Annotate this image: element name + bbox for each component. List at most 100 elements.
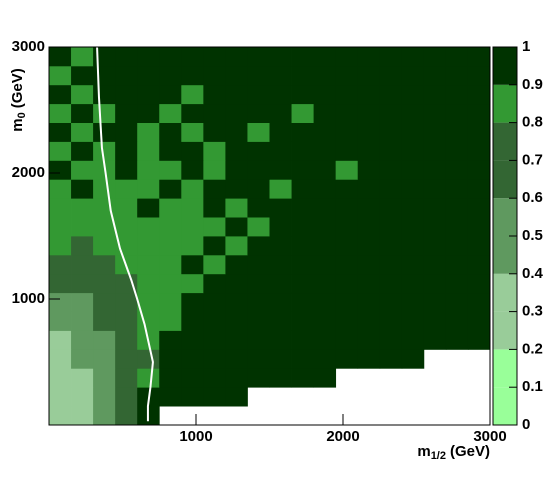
heatmap-cell xyxy=(115,65,138,86)
heatmap-cell xyxy=(313,368,337,388)
heatmap-cell xyxy=(71,179,94,199)
heatmap-cell xyxy=(93,292,116,312)
heatmap-cell xyxy=(137,47,160,67)
heatmap-cell xyxy=(379,198,403,218)
heatmap-cell xyxy=(93,47,116,67)
heatmap-cell xyxy=(181,141,204,161)
heatmap-cell xyxy=(467,273,491,294)
heatmap-cell xyxy=(291,65,314,86)
heatmap-cell xyxy=(357,330,381,350)
heatmap-cell xyxy=(423,236,447,256)
heatmap-cell xyxy=(423,47,447,67)
heatmap-cell xyxy=(181,368,204,388)
heatmap-cell xyxy=(423,179,447,199)
heatmap-cell xyxy=(445,217,469,237)
heatmap-cell xyxy=(203,217,226,237)
heatmap-cell xyxy=(313,330,337,350)
heatmap-cell xyxy=(181,236,204,256)
heatmap-cell xyxy=(313,47,337,67)
heatmap-cell xyxy=(291,84,314,105)
heatmap-cell xyxy=(247,84,270,105)
heatmap-cell xyxy=(93,368,116,388)
heatmap-cell xyxy=(203,387,226,407)
heatmap-cell xyxy=(313,254,337,275)
heatmap-cell xyxy=(445,47,469,67)
heatmap-cell xyxy=(71,65,94,86)
heatmap-cell xyxy=(49,406,72,426)
heatmap-cell xyxy=(115,292,138,312)
heatmap-cell xyxy=(379,141,403,161)
heatmap-cell xyxy=(137,273,160,294)
heatmap-cell xyxy=(159,160,182,180)
heatmap-cell xyxy=(269,84,292,105)
heatmap-cell xyxy=(93,141,116,161)
heatmap-cell xyxy=(159,122,182,142)
heatmap-cell xyxy=(181,179,204,199)
heatmap-cell xyxy=(291,368,314,388)
heatmap-cell xyxy=(313,65,337,86)
heatmap-cell xyxy=(93,103,116,123)
heatmap-cell xyxy=(357,122,381,142)
heatmap-cell xyxy=(159,47,182,67)
heatmap-cell xyxy=(247,311,270,331)
x-label-sub: 1/2 xyxy=(431,450,446,462)
heatmap-cell xyxy=(401,103,425,123)
heatmap-cell xyxy=(379,103,403,123)
heatmap-cell xyxy=(445,311,469,331)
heatmap-cell xyxy=(445,122,469,142)
heatmap-cell xyxy=(445,103,469,123)
heatmap-cell xyxy=(291,179,314,199)
heatmap-cell xyxy=(357,65,381,86)
heatmap-cell xyxy=(445,141,469,161)
heatmap-cell xyxy=(445,65,469,86)
heatmap-cell xyxy=(93,254,116,275)
heatmap-cell xyxy=(313,217,337,237)
colorbar-tick-label: 0.4 xyxy=(522,265,544,282)
heatmap-cell xyxy=(225,103,248,123)
heatmap-cell xyxy=(401,160,425,180)
heatmap-cell xyxy=(269,160,292,180)
overlay: 1000 2000 3000 1000 2000 3000 0 0.1 0.2 0.3 0.4 0.5… xyxy=(12,38,544,445)
heatmap-cell xyxy=(115,160,138,180)
heatmap-cell xyxy=(225,47,248,67)
heatmap-cell xyxy=(203,198,226,218)
x-tick-label: 2000 xyxy=(326,428,359,445)
heatmap-cell xyxy=(401,217,425,237)
heatmap-cell xyxy=(115,47,138,67)
heatmap-cell xyxy=(115,349,138,369)
heatmap-cell xyxy=(313,198,337,218)
heatmap-cell xyxy=(401,330,425,350)
heatmap-cell xyxy=(467,84,491,105)
heatmap-cell xyxy=(225,198,248,218)
heatmap-cell xyxy=(467,47,491,67)
heatmap-cell xyxy=(247,368,270,388)
heatmap-cell xyxy=(247,103,270,123)
heatmap-cell xyxy=(423,330,447,350)
heatmap-cell xyxy=(159,65,182,86)
heatmap-cell xyxy=(269,179,292,199)
heatmap-cell xyxy=(115,179,138,199)
heatmap-cell xyxy=(379,84,403,105)
heatmap-cell xyxy=(291,217,314,237)
colorbar-tick-label: 0.6 xyxy=(522,189,543,206)
heatmap-cell xyxy=(247,254,270,275)
heatmap-cell xyxy=(335,273,359,294)
heatmap-cell xyxy=(137,311,160,331)
heatmap-cell xyxy=(379,311,403,331)
heatmap-cell xyxy=(93,217,116,237)
heatmap-cell xyxy=(423,292,447,312)
heatmap-cell xyxy=(401,349,425,369)
heatmap-cell xyxy=(401,198,425,218)
colorbar-segment xyxy=(493,236,517,274)
heatmap-cell xyxy=(159,141,182,161)
heatmap-cell xyxy=(225,311,248,331)
heatmap-cell xyxy=(71,273,94,294)
heatmap-cell xyxy=(93,84,116,105)
heatmap-cell xyxy=(115,198,138,218)
heatmap-cell xyxy=(467,141,491,161)
heatmap-cell xyxy=(49,47,72,67)
heatmap-cell xyxy=(181,217,204,237)
heatmap-cell xyxy=(137,368,160,388)
heatmap-cell xyxy=(137,122,160,142)
heatmap-cell xyxy=(137,254,160,275)
